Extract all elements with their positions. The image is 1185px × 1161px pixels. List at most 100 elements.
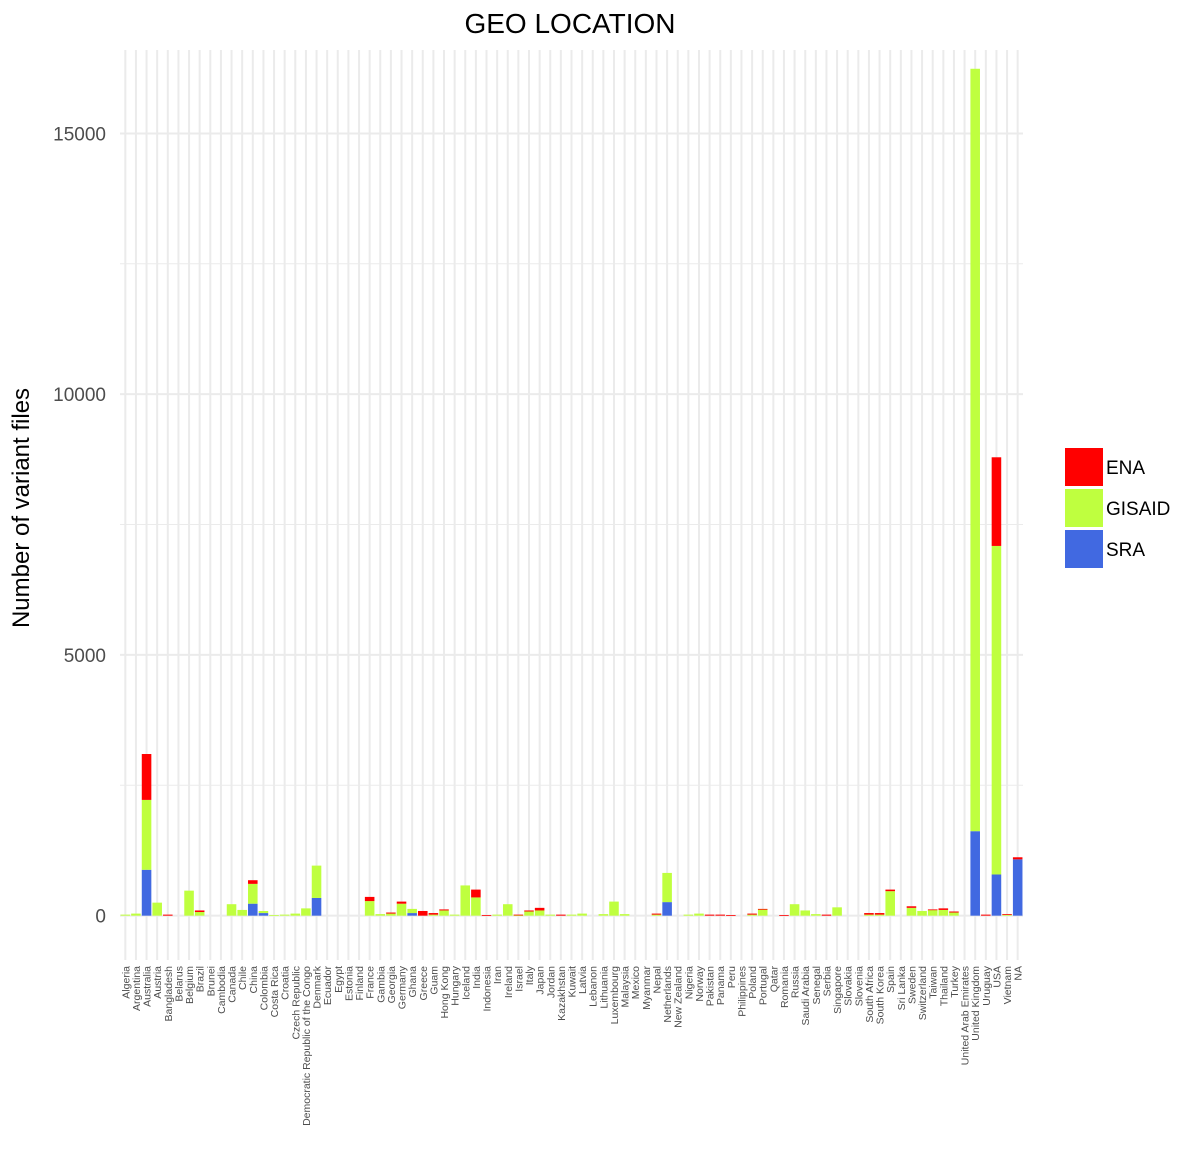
x-tick-label: Lithuania	[598, 966, 610, 1009]
bar-segment-ena	[779, 915, 789, 916]
x-tick-label: United Kingdom	[970, 966, 982, 1041]
bar-segment-ena	[651, 913, 662, 915]
bar-segment-ena	[524, 910, 534, 912]
bar-segment-ena	[981, 914, 991, 916]
bar-segment-ena	[534, 907, 545, 911]
bar-segment-ena	[471, 889, 481, 898]
bar-segment-gisaid	[694, 913, 704, 916]
bar-segment-ena	[141, 754, 152, 800]
x-tick-label: Sri Lanka	[896, 966, 908, 1011]
bar-segment-ena	[885, 889, 895, 892]
x-tick-label: Peru	[726, 966, 738, 988]
bar-segment-gisaid	[991, 545, 1002, 875]
x-tick-label: Canada	[227, 966, 239, 1003]
x-tick-label: Senegal	[811, 966, 823, 1005]
x-tick-label: United Arab Emirates	[960, 966, 972, 1065]
x-tick-label: Iceland	[460, 966, 472, 1000]
bar-segment-sra	[970, 831, 980, 916]
bar-segment-ena	[726, 915, 736, 916]
bar-segment-gisaid	[566, 914, 577, 916]
x-tick-label: Lebanon	[588, 966, 600, 1007]
x-tick-label: Egypt	[333, 966, 345, 993]
x-tick-label: Ireland	[503, 966, 515, 998]
bar-segment-gisaid	[439, 910, 449, 916]
bar-segment-gisaid	[949, 912, 959, 916]
x-tick-label: Portugal	[758, 966, 770, 1005]
x-tick-label: Slovenia	[853, 966, 865, 1006]
legend-swatch-ena	[1065, 448, 1103, 486]
x-tick-label: Mexico	[630, 966, 642, 999]
bar-segment-gisaid	[524, 911, 534, 916]
x-tick-label: Russia	[790, 966, 802, 998]
x-tick-label: Finland	[354, 966, 366, 1001]
bar-segment-gisaid	[290, 913, 301, 916]
bar-segment-ena	[1012, 857, 1023, 860]
x-tick-label: Georgia	[386, 966, 398, 1004]
y-tick-label: 0	[95, 907, 106, 928]
y-axis-title: Number of variant files	[8, 388, 35, 628]
bar-segment-gisaid	[864, 914, 874, 916]
x-tick-label: Ecuador	[322, 965, 334, 1005]
x-tick-label: Saudi Arabia	[800, 966, 812, 1026]
x-tick-label: Romania	[779, 966, 791, 1008]
bar-segment-gisaid	[449, 914, 460, 916]
bar-segment-gisaid	[651, 914, 662, 916]
legend-label-sra: SRA	[1106, 540, 1145, 561]
y-axis: 0 5000 10000 15000	[53, 124, 106, 927]
x-tick-label: Israel	[513, 966, 525, 992]
x-tick-label: Philippines	[736, 966, 748, 1017]
x-tick-label: Japan	[535, 966, 547, 995]
x-tick-label: Sweden	[906, 966, 918, 1004]
x-tick-label: Serbia	[821, 966, 833, 997]
bar-segment-ena	[949, 911, 959, 913]
x-tick-label: Kuwait	[567, 966, 579, 998]
x-tick-label: Netherlands	[662, 966, 674, 1023]
x-tick-label: Panama	[715, 966, 727, 1005]
x-tick-label: South Africa	[864, 966, 876, 1023]
bar-segment-gisaid	[407, 908, 417, 914]
bar-segment-gisaid	[800, 910, 810, 916]
bar-segment-gisaid	[874, 914, 885, 916]
bar-segment-gisaid	[598, 914, 609, 916]
bar-segment-sra	[991, 874, 1002, 916]
bar-segment-gisaid	[396, 903, 407, 916]
bar-segment-gisaid	[311, 865, 322, 898]
x-tick-label: Singapore	[832, 966, 844, 1014]
bar-segment-ena	[991, 457, 1002, 546]
x-tick-label: Democratic Republic of the Congo	[301, 966, 313, 1126]
bar-segment-sra	[311, 897, 322, 916]
x-tick-label: France	[365, 966, 377, 999]
bar-segment-gisaid	[492, 914, 502, 916]
x-tick-label: Latvia	[577, 966, 589, 994]
x-tick-label: Brazil	[195, 966, 207, 992]
bar-segment-ena	[248, 880, 258, 884]
x-tick-label: Italy	[524, 965, 536, 985]
bar-segment-gisaid	[460, 885, 471, 916]
bar-segment-gisaid	[120, 914, 131, 916]
bar-segment-sra	[258, 913, 269, 916]
bar-segment-gisaid	[619, 914, 630, 916]
bar-segment-gisaid	[258, 910, 269, 914]
bar-segment-gisaid	[301, 908, 311, 916]
x-tick-label: Hungary	[450, 965, 462, 1005]
x-tick-label: Ghana	[407, 966, 419, 998]
x-tick-label: Malaysia	[620, 966, 632, 1008]
x-tick-label: Kazakhstan	[556, 966, 568, 1021]
grid-layer	[120, 50, 1023, 960]
bar-segment-sra	[662, 902, 672, 916]
x-tick-label: Slovakia	[843, 966, 855, 1006]
x-tick-label: Brunei	[205, 966, 217, 996]
x-tick-label: India	[471, 966, 483, 989]
bar-segment-gisaid	[927, 909, 938, 916]
bar-segment-ena	[747, 913, 757, 915]
bar-segment-ena	[927, 909, 938, 911]
x-tick-label: Belgium	[184, 966, 196, 1004]
x-tick-label: NA	[1013, 966, 1025, 981]
bar-segment-gisaid	[184, 890, 194, 916]
bar-segment-sra	[141, 869, 152, 916]
x-tick-label: Jordan	[545, 966, 557, 998]
bar-segment-ena	[906, 906, 917, 908]
bar-segment-ena	[417, 910, 428, 916]
bar-segment-gisaid	[513, 915, 524, 916]
bar-segment-gisaid	[248, 883, 258, 904]
